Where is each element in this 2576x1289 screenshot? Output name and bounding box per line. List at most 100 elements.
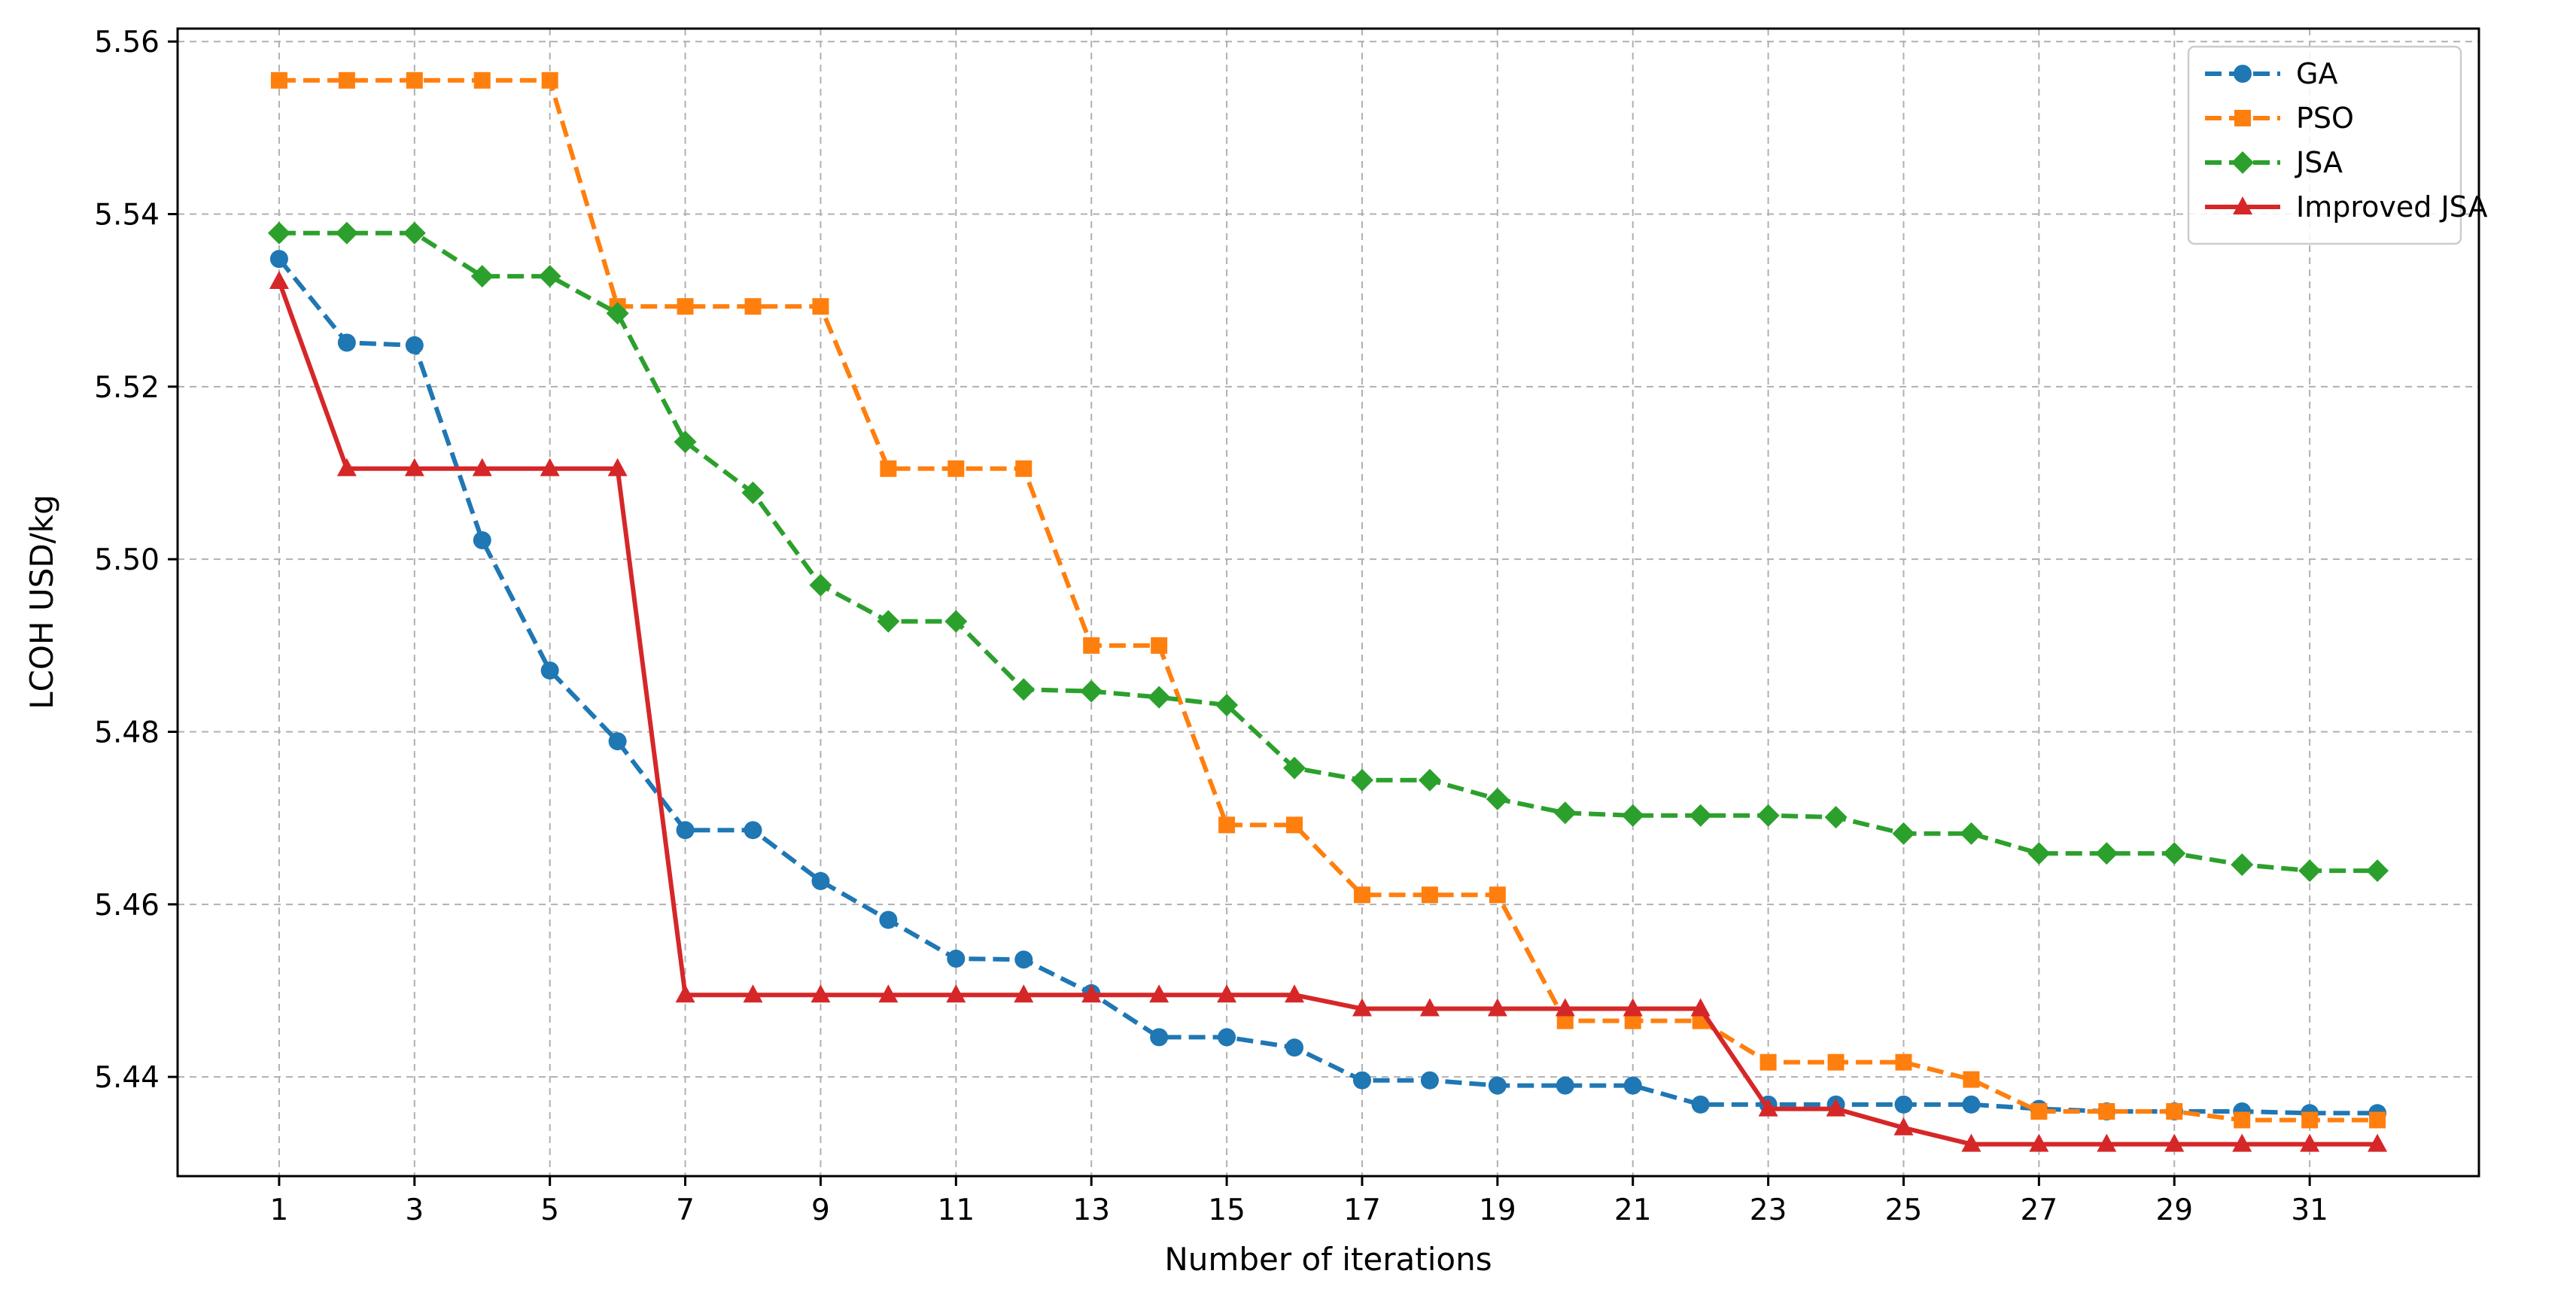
data-point-pso xyxy=(1489,886,1506,904)
data-point-jsa xyxy=(674,430,697,454)
data-point-pso xyxy=(1556,1012,1574,1029)
data-point-jsa xyxy=(1215,693,1239,716)
data-point-improved-jsa xyxy=(1014,984,1034,1003)
data-point-improved-jsa xyxy=(2232,1133,2252,1152)
data-point-pso xyxy=(1895,1053,1912,1071)
data-point-pso xyxy=(1624,1012,1641,1029)
data-point-jsa xyxy=(2163,842,2186,865)
data-point-improved-jsa xyxy=(1961,1133,1981,1152)
series-line-pso xyxy=(278,78,2378,1123)
data-point-ga xyxy=(1285,1038,1304,1057)
x-tick-label: 19 xyxy=(1479,1193,1516,1227)
data-point-pso xyxy=(1151,637,1168,654)
data-point-jsa xyxy=(335,221,358,245)
data-point-improved-jsa xyxy=(1690,998,1711,1017)
data-point-improved-jsa xyxy=(2097,1133,2117,1152)
y-tick-label: 5.54 xyxy=(94,199,160,233)
data-point-improved-jsa xyxy=(1149,984,1169,1003)
x-tick-label: 27 xyxy=(2021,1193,2058,1227)
series-line-jsa xyxy=(278,230,2378,874)
x-tick-label: 13 xyxy=(1072,1193,1110,1227)
data-point-improved-jsa xyxy=(1285,984,1305,1003)
data-point-jsa xyxy=(538,265,561,288)
legend: GA PSO JSA Improved JSA xyxy=(2187,45,2487,245)
data-point-jsa xyxy=(1553,801,1577,825)
data-point-improved-jsa xyxy=(1555,998,1575,1017)
data-point-jsa xyxy=(2095,842,2118,865)
data-point-improved-jsa xyxy=(472,458,492,476)
y-tick-label: 5.44 xyxy=(94,1061,160,1095)
data-point-pso xyxy=(677,298,694,315)
x-tick-label: 25 xyxy=(1885,1193,1923,1227)
data-point-improved-jsa xyxy=(1081,984,1102,1003)
data-point-jsa xyxy=(1892,822,1915,845)
data-point-jsa xyxy=(809,573,832,597)
data-point-pso xyxy=(1083,637,1100,654)
data-point-jsa xyxy=(1418,768,1441,792)
data-point-ga xyxy=(1218,1028,1236,1047)
data-point-pso xyxy=(1015,460,1033,477)
data-point-jsa xyxy=(2366,859,2389,883)
data-point-improved-jsa xyxy=(269,270,289,289)
x-tick-label: 17 xyxy=(1343,1193,1381,1227)
data-point-improved-jsa xyxy=(404,458,424,476)
data-point-jsa xyxy=(741,481,765,504)
data-point-improved-jsa xyxy=(540,458,560,476)
data-point-jsa xyxy=(1486,787,1509,810)
data-point-ga xyxy=(1962,1095,1981,1114)
x-tick-label: 9 xyxy=(811,1193,830,1227)
legend-marker-ga xyxy=(2234,65,2252,83)
data-point-pso xyxy=(338,71,355,89)
data-point-improved-jsa xyxy=(946,984,966,1003)
data-point-ga xyxy=(1556,1076,1574,1095)
data-point-jsa xyxy=(606,302,629,325)
data-point-ga xyxy=(405,336,424,354)
data-point-pso xyxy=(1421,886,1438,904)
data-point-ga xyxy=(811,871,830,890)
data-point-jsa xyxy=(2298,859,2322,883)
series-layer xyxy=(267,71,2389,1152)
data-point-jsa xyxy=(1148,686,1171,709)
legend-box xyxy=(2187,45,2462,245)
x-tick-label: 11 xyxy=(938,1193,975,1227)
data-point-improved-jsa xyxy=(1826,1098,1846,1117)
data-point-improved-jsa xyxy=(607,458,628,476)
data-point-improved-jsa xyxy=(1487,998,1507,1017)
data-point-jsa xyxy=(470,265,494,288)
plot-frame xyxy=(176,27,2480,1178)
data-point-pso xyxy=(2166,1103,2183,1120)
data-point-pso xyxy=(2030,1103,2048,1120)
data-point-ga xyxy=(1150,1028,1169,1047)
data-point-pso xyxy=(2234,1111,2251,1129)
data-point-pso xyxy=(1963,1071,1980,1088)
data-point-improved-jsa xyxy=(1758,1098,1778,1117)
data-point-pso xyxy=(812,298,829,315)
data-point-ga xyxy=(1488,1076,1507,1095)
data-point-improved-jsa xyxy=(1623,998,1643,1017)
data-point-jsa xyxy=(1756,804,1780,827)
y-tick-label: 5.52 xyxy=(94,371,160,405)
data-point-jsa xyxy=(2027,842,2051,865)
x-tick-label: 7 xyxy=(676,1193,695,1227)
data-point-improved-jsa xyxy=(878,984,899,1003)
data-point-ga xyxy=(540,661,559,680)
legend-marker-pso xyxy=(2234,110,2251,126)
data-point-pso xyxy=(1759,1053,1777,1071)
data-point-jsa xyxy=(1689,804,1712,827)
data-point-ga xyxy=(1894,1095,1913,1114)
data-point-ga xyxy=(676,821,695,840)
data-point-pso xyxy=(2098,1103,2115,1120)
y-tick-label: 5.50 xyxy=(94,543,160,577)
x-tick-label: 3 xyxy=(405,1193,424,1227)
data-point-pso xyxy=(1827,1053,1845,1071)
legend-label-improved-jsa: Improved JSA xyxy=(2296,190,2487,223)
data-point-pso xyxy=(744,298,762,315)
data-point-ga xyxy=(947,950,966,968)
ticks: 1 3 5 7 9 11 13 15 17 19 21 23 25 27 29 315.445.465.485… xyxy=(94,26,2328,1227)
y-tick-label: 5.48 xyxy=(94,716,160,749)
data-point-improved-jsa xyxy=(1352,998,1372,1017)
data-point-pso xyxy=(270,71,287,89)
data-point-improved-jsa xyxy=(336,458,357,476)
data-point-pso xyxy=(541,71,558,89)
